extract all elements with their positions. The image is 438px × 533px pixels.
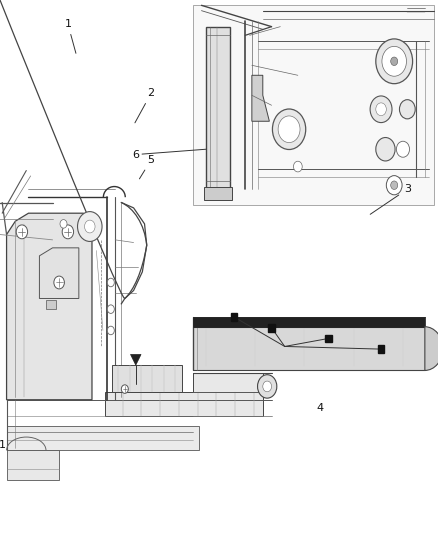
Circle shape bbox=[278, 116, 300, 142]
Text: 4: 4 bbox=[316, 403, 323, 413]
Circle shape bbox=[62, 225, 74, 239]
Text: 1: 1 bbox=[64, 19, 76, 53]
Bar bbox=[206, 27, 230, 189]
Circle shape bbox=[382, 46, 406, 76]
Text: 1: 1 bbox=[0, 440, 6, 450]
Bar bbox=[268, 324, 275, 332]
Circle shape bbox=[399, 100, 415, 119]
Circle shape bbox=[54, 276, 64, 289]
Circle shape bbox=[107, 305, 114, 313]
Bar bbox=[325, 335, 332, 342]
Bar bbox=[193, 5, 434, 205]
Bar bbox=[193, 327, 425, 370]
Polygon shape bbox=[105, 373, 263, 416]
Bar bbox=[378, 345, 384, 353]
Polygon shape bbox=[39, 248, 79, 298]
Circle shape bbox=[376, 39, 413, 84]
Polygon shape bbox=[252, 75, 269, 122]
Text: 3: 3 bbox=[370, 184, 411, 214]
Circle shape bbox=[60, 220, 67, 228]
Polygon shape bbox=[131, 354, 141, 365]
Text: 2: 2 bbox=[135, 88, 155, 123]
Bar bbox=[7, 450, 59, 480]
Text: 5: 5 bbox=[139, 155, 155, 179]
Polygon shape bbox=[7, 213, 92, 400]
Circle shape bbox=[272, 109, 306, 149]
Wedge shape bbox=[425, 327, 438, 370]
Circle shape bbox=[107, 278, 114, 287]
Circle shape bbox=[78, 212, 102, 241]
Circle shape bbox=[391, 57, 398, 66]
Bar bbox=[46, 300, 56, 309]
Circle shape bbox=[107, 326, 114, 335]
Bar bbox=[193, 317, 425, 327]
Circle shape bbox=[386, 176, 402, 195]
Bar bbox=[112, 365, 182, 392]
Circle shape bbox=[85, 220, 95, 233]
Text: 6: 6 bbox=[132, 149, 206, 159]
Circle shape bbox=[16, 225, 28, 239]
Bar bbox=[204, 187, 232, 200]
Circle shape bbox=[258, 375, 277, 398]
Circle shape bbox=[121, 385, 128, 393]
Bar bbox=[7, 426, 199, 450]
Circle shape bbox=[376, 138, 395, 161]
Bar bbox=[231, 313, 237, 321]
Circle shape bbox=[376, 103, 386, 116]
Circle shape bbox=[263, 381, 272, 392]
Circle shape bbox=[391, 181, 398, 190]
Circle shape bbox=[396, 141, 410, 157]
Circle shape bbox=[370, 96, 392, 123]
Circle shape bbox=[293, 161, 302, 172]
